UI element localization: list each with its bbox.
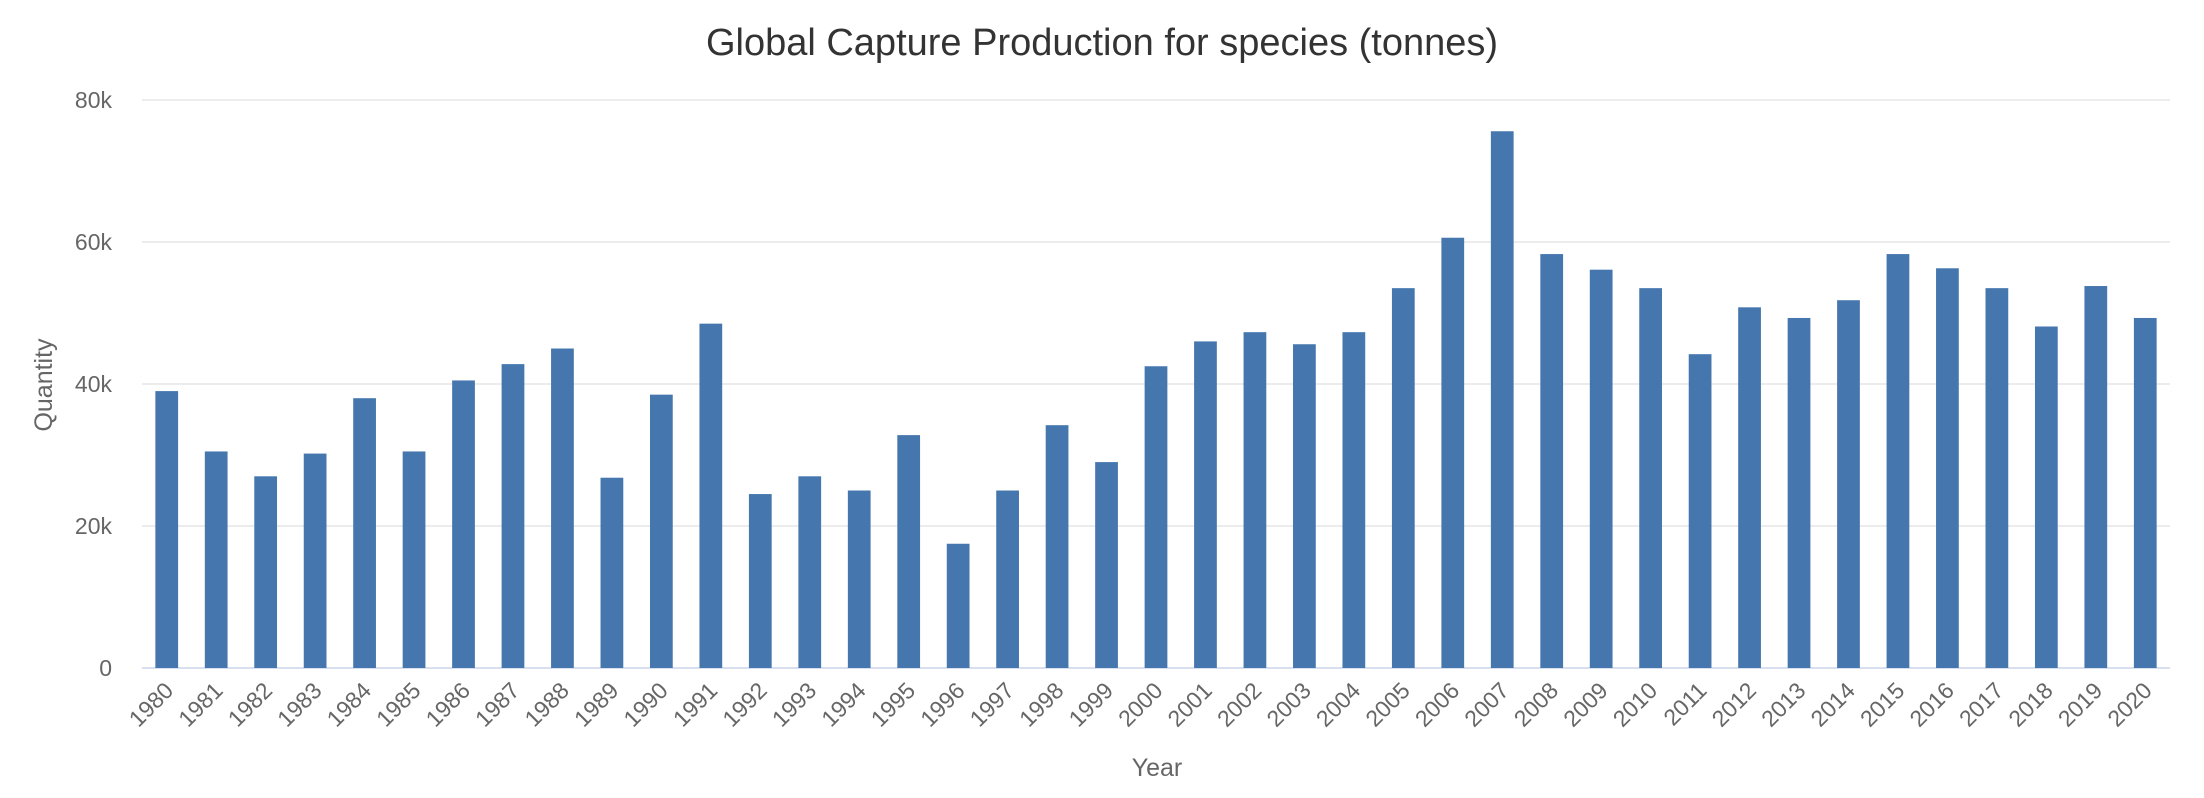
- bar[interactable]: [2034, 326, 2058, 668]
- x-tick-label: 1995: [866, 677, 921, 732]
- bar[interactable]: [897, 435, 921, 668]
- x-tick-label: 1983: [272, 677, 327, 732]
- y-tick-label: 60k: [75, 229, 113, 255]
- bar[interactable]: [254, 476, 278, 668]
- bar[interactable]: [303, 453, 327, 668]
- bar[interactable]: [1194, 341, 1217, 668]
- x-tick-label: 1999: [1064, 677, 1119, 732]
- x-tick-label: 1993: [767, 677, 822, 732]
- bar[interactable]: [1837, 300, 1860, 668]
- bar[interactable]: [1886, 254, 1910, 668]
- bar[interactable]: [699, 323, 723, 668]
- x-tick-label: 2014: [1805, 677, 1860, 732]
- bar[interactable]: [353, 398, 376, 668]
- bar[interactable]: [1589, 269, 1613, 668]
- x-tick-label: 2006: [1410, 677, 1465, 732]
- bar[interactable]: [1243, 332, 1267, 668]
- bar[interactable]: [1688, 354, 1712, 668]
- bar[interactable]: [501, 364, 525, 668]
- x-tick-label: 1997: [965, 677, 1020, 732]
- x-axis-title: Year: [1132, 754, 1183, 782]
- x-tick-label: 2020: [2102, 677, 2157, 732]
- y-tick-label: 80k: [75, 87, 113, 113]
- x-tick-label: 2003: [1261, 677, 1316, 732]
- bar[interactable]: [1391, 288, 1415, 668]
- bar[interactable]: [2133, 317, 2157, 668]
- y-tick-label: 40k: [75, 371, 113, 397]
- x-tick-label: 2015: [1855, 677, 1910, 732]
- x-tick-label: 2008: [1509, 677, 1564, 732]
- bar[interactable]: [1540, 254, 1564, 668]
- x-tick-label: 2005: [1360, 677, 1415, 732]
- x-tick-label: 1984: [322, 677, 377, 732]
- bar[interactable]: [1490, 131, 1514, 669]
- bar[interactable]: [798, 476, 822, 668]
- bar[interactable]: [1342, 332, 1366, 668]
- x-tick-label: 1982: [223, 677, 278, 732]
- bar[interactable]: [402, 451, 426, 668]
- x-tick-label: 1990: [618, 677, 673, 732]
- bar[interactable]: [1738, 307, 1761, 668]
- x-tick-label: 2011: [1658, 677, 1711, 730]
- bar[interactable]: [996, 490, 1019, 669]
- bar[interactable]: [1787, 317, 1811, 668]
- x-tick-label: 1987: [470, 677, 525, 732]
- x-tick-label: 1980: [124, 677, 179, 732]
- x-tick-label: 1981: [173, 677, 228, 732]
- x-tick-label: 1988: [519, 677, 574, 732]
- bar[interactable]: [649, 394, 673, 668]
- y-axis-title: Quantity: [30, 338, 58, 432]
- bar[interactable]: [1293, 344, 1316, 668]
- bars: [155, 131, 2157, 669]
- x-tick-label: 1991: [668, 677, 723, 732]
- bar[interactable]: [1095, 462, 1118, 668]
- x-axis-ticks: 1980198119821983198419851986198719881989…: [124, 677, 2157, 732]
- y-axis-ticks: 0 20k 40k 60k 80k: [75, 87, 113, 681]
- bar[interactable]: [204, 451, 228, 668]
- bar[interactable]: [551, 348, 574, 669]
- x-tick-label: 2002: [1212, 677, 1267, 732]
- bar[interactable]: [1144, 366, 1168, 668]
- bar[interactable]: [1639, 288, 1663, 668]
- x-tick-label: 2000: [1113, 677, 1168, 732]
- x-tick-label: 1986: [420, 677, 475, 732]
- bar[interactable]: [1045, 425, 1069, 668]
- x-tick-label: 1998: [1014, 677, 1069, 732]
- x-tick-label: 1994: [816, 677, 871, 732]
- y-tick-label: 0: [99, 655, 112, 681]
- x-tick-label: 2013: [1756, 677, 1811, 732]
- bar[interactable]: [600, 477, 624, 668]
- x-tick-label: 2001: [1162, 677, 1217, 732]
- x-tick-label: 2016: [1904, 677, 1959, 732]
- x-tick-label: 1996: [915, 677, 970, 732]
- x-tick-label: 2012: [1707, 677, 1762, 732]
- x-tick-label: 2004: [1311, 677, 1366, 732]
- x-tick-label: 1989: [569, 677, 624, 732]
- x-tick-label: 2007: [1459, 677, 1514, 732]
- x-tick-label: 2019: [2053, 677, 2108, 732]
- bar[interactable]: [1936, 268, 1959, 668]
- x-tick-label: 2010: [1608, 677, 1663, 732]
- bar[interactable]: [847, 490, 871, 669]
- x-tick-label: 2018: [2003, 677, 2058, 732]
- bar[interactable]: [155, 391, 179, 668]
- chart-title: Global Capture Production for species (t…: [705, 22, 1499, 64]
- x-tick-label: 1985: [371, 677, 426, 732]
- x-tick-label: 2009: [1558, 677, 1613, 732]
- bar[interactable]: [1985, 288, 2009, 668]
- bar[interactable]: [2084, 286, 2108, 668]
- bar[interactable]: [946, 543, 970, 668]
- x-tick-label: 2017: [1954, 677, 2009, 732]
- bar[interactable]: [452, 380, 475, 668]
- bar[interactable]: [748, 494, 772, 668]
- bar[interactable]: [1441, 237, 1465, 669]
- y-tick-label: 20k: [75, 513, 113, 539]
- x-tick-label: 1992: [717, 677, 772, 732]
